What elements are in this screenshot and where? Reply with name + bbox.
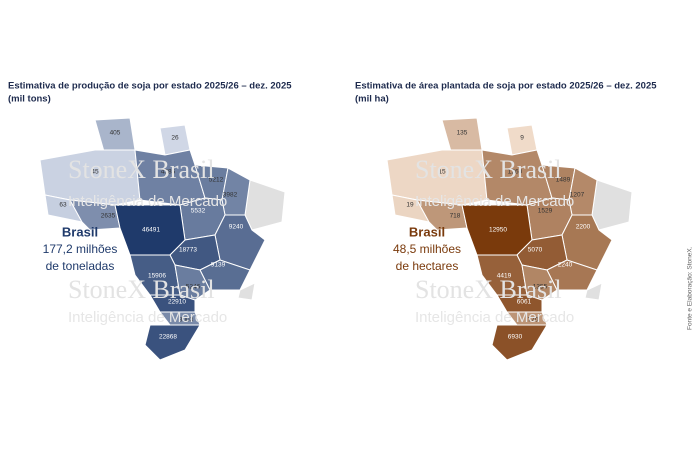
state-value: 2635	[101, 213, 116, 220]
state-no-data	[584, 282, 603, 301]
state-value: 18773	[179, 247, 197, 254]
state-value: 3003	[179, 317, 194, 324]
state-value: 1260	[508, 169, 523, 176]
state-value: 6061	[517, 299, 532, 306]
state-value: 770	[528, 317, 539, 324]
total-value: 177,2 milhões	[43, 242, 118, 256]
map-title: Estimativa de produção de soja por estad…	[8, 81, 292, 92]
state-value: 46491	[142, 227, 160, 234]
state-value: 1207	[570, 192, 585, 199]
total-label: Brasil	[62, 224, 98, 239]
watermark: StoneX Brasil	[415, 155, 562, 184]
map: 405 26 45 4385 63 2635 5212 3982 5532 46491 9240 18…	[39, 117, 286, 361]
map-unit: (mil tons)	[8, 94, 51, 105]
state-value: 2200	[576, 224, 591, 231]
source: Fonte e Elaboração: StoneX.	[687, 246, 694, 330]
state-value: 63	[59, 202, 67, 209]
state-value: 5070	[528, 247, 543, 254]
state-value: 9240	[229, 224, 244, 231]
state-value: 135	[457, 130, 468, 137]
state-value: 718	[450, 213, 461, 220]
state-value: 22868	[159, 334, 177, 341]
state-value: 1355	[533, 284, 548, 291]
total-value: 48,5 milhões	[393, 242, 461, 256]
state	[491, 324, 548, 361]
state-value: 15906	[148, 273, 166, 280]
watermark: Inteligência de Mercado	[415, 309, 574, 326]
state-value: 9139	[211, 262, 226, 269]
state	[69, 199, 121, 231]
state-value: 45	[91, 169, 99, 176]
state	[174, 264, 211, 301]
watermark: Inteligência de Mercado	[68, 309, 227, 326]
state-no-data	[591, 179, 633, 231]
state	[521, 264, 558, 301]
state-value: 15	[438, 169, 446, 176]
state-no-data	[244, 179, 286, 231]
state	[416, 199, 468, 231]
total-unit: de hectares	[396, 259, 459, 273]
map-title: Estimativa de área plantada de soja por …	[355, 81, 657, 92]
state-value: 5532	[191, 208, 206, 215]
state-value: 22910	[168, 299, 186, 306]
total-unit: de toneladas	[46, 259, 115, 273]
state-value: 19	[406, 202, 414, 209]
watermark: StoneX Brasil	[415, 275, 562, 304]
state-value: 9	[520, 135, 524, 142]
map-unit: (mil ha)	[355, 94, 389, 105]
state-value: 5246	[186, 284, 201, 291]
watermark: StoneX Brasil	[68, 275, 215, 304]
state-value: 1529	[538, 208, 553, 215]
total-label: Brasil	[409, 224, 445, 239]
state	[496, 294, 543, 313]
state-value: 2240	[558, 262, 573, 269]
state-value: 6930	[508, 334, 523, 341]
state-value: 12950	[489, 227, 507, 234]
map: 135 9 15 1260 19 718 1489 1207 1529 12950 2200 5070…	[386, 117, 633, 361]
watermark: Inteligência de Mercado	[415, 193, 574, 210]
state-value: 4385	[161, 169, 176, 176]
state-value: 26	[171, 135, 179, 142]
state-value: 5212	[209, 177, 224, 184]
state-value: 405	[110, 130, 121, 137]
state-no-data	[237, 282, 256, 301]
state-value: 4419	[497, 273, 512, 280]
state	[144, 324, 201, 361]
state-value: 1489	[556, 177, 571, 184]
watermark: Inteligência de Mercado	[68, 193, 227, 210]
state	[149, 294, 196, 313]
state-value: 3982	[223, 192, 238, 199]
watermark: StoneX Brasil	[68, 155, 215, 184]
